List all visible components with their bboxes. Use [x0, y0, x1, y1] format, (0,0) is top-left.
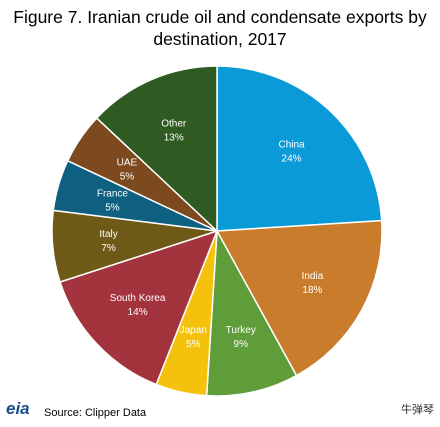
chart-title: Figure 7. Iranian crude oil and condensa…: [13, 7, 427, 49]
slice-label: Italy: [99, 229, 117, 240]
slice-value-label: 5%: [120, 171, 135, 182]
slice-value-label: 14%: [128, 307, 148, 318]
slice-value-label: 24%: [282, 153, 302, 164]
slice-label: India: [302, 271, 324, 282]
slice-value-label: 13%: [164, 133, 184, 144]
slice-label: France: [97, 188, 129, 199]
slice-label: China: [278, 139, 305, 150]
pie-slice: [95, 65, 218, 233]
watermark: 牛弹琴: [401, 402, 434, 416]
slice-label: Turkey: [226, 325, 256, 336]
slice-label: Japan: [180, 325, 207, 336]
slice-label: Other: [161, 119, 187, 130]
slice-value-label: 9%: [234, 339, 249, 350]
slice-value-label: 7%: [101, 243, 116, 254]
pie-slice: [205, 228, 298, 397]
pie-slice: [215, 219, 383, 377]
pie-slice: [216, 65, 383, 232]
logo: eia: [6, 399, 30, 418]
slice-value-label: 5%: [186, 339, 201, 350]
slice-label: UAE: [117, 157, 138, 168]
slice-value-label: 5%: [105, 202, 120, 213]
slice-value-label: 18%: [302, 285, 322, 296]
slice-label: South Korea: [110, 293, 166, 304]
source: Source: Clipper Data: [44, 407, 147, 419]
